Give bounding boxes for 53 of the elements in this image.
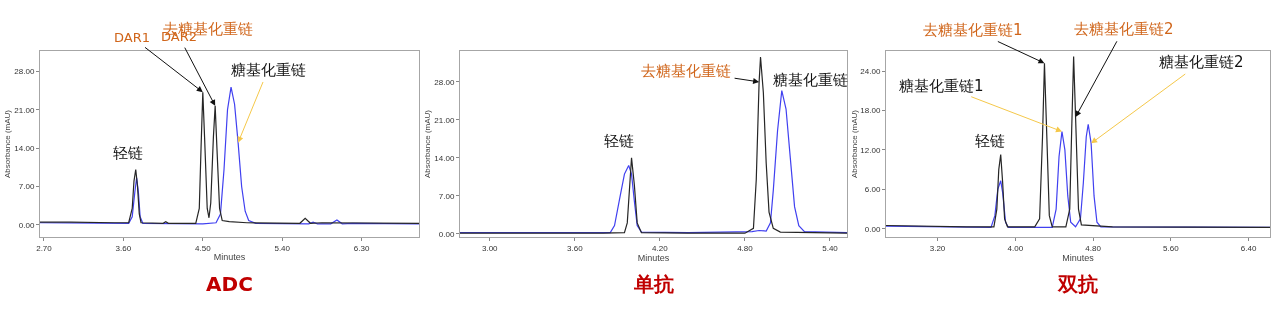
y-tick-label: 0.00 [438, 229, 455, 239]
x-tick-label: 4.80 [737, 243, 754, 253]
annotation: 糖基化重链 [231, 61, 306, 79]
x-axis-title: Minutes [213, 252, 246, 263]
text: 双抗 [1057, 271, 1098, 296]
x-tick-label: 4.80 [1085, 243, 1102, 253]
y-tick-label: 7.00 [18, 182, 35, 192]
y-tick-label: 21.00 [434, 115, 455, 125]
y-tick-label: 14.00 [14, 143, 35, 153]
y-tick-label: 0.00 [18, 220, 35, 230]
x-tick-label: 5.60 [1163, 243, 1180, 253]
annotation: 去糖基化重链1 [923, 21, 1023, 39]
x-axis-title: Minutes [637, 252, 670, 263]
x-tick-label: 4.20 [652, 243, 669, 253]
y-tick-label: 28.00 [434, 77, 455, 87]
x-tick-label: 3.20 [929, 243, 946, 253]
y-axis-title: Absorbance (mAU) [850, 109, 859, 179]
annotation: 轻链 [113, 144, 143, 162]
x-tick-label: 4.00 [1007, 243, 1024, 253]
y-tick-label: 7.00 [438, 191, 455, 201]
annotation: 糖基化重链 [773, 71, 848, 89]
x-tick-label: 3.60 [115, 243, 132, 253]
y-tick-label: 14.00 [434, 153, 455, 163]
annotation: 轻链 [975, 132, 1005, 150]
x-tick-label: 4.50 [195, 243, 212, 253]
line-series [460, 89, 847, 234]
x-tick-label: 5.40 [274, 243, 291, 253]
annotation: 糖基化重链2 [1159, 53, 1244, 71]
x-axis-title: Minutes [1062, 252, 1095, 263]
y-tick-label: 24.00 [860, 66, 881, 76]
line-series [460, 56, 847, 234]
annotation: 轻链 [604, 132, 634, 150]
y-tick-label: 6.00 [864, 185, 881, 195]
line-series [886, 55, 1270, 229]
x-tick-label: 3.00 [481, 243, 499, 253]
x-tick-label: 6.40 [1240, 243, 1257, 253]
y-tick-label: 12.00 [860, 145, 881, 155]
y-axis-title: Absorbance (mAU) [423, 109, 433, 179]
x-tick-label: 6.30 [353, 243, 370, 253]
text: ADC [206, 271, 253, 296]
y-tick-label: 28.00 [14, 67, 35, 77]
x-tick-label: 3.60 [567, 243, 584, 253]
y-tick-label: 18.00 [860, 106, 881, 116]
text: 单抗 [632, 271, 674, 296]
x-tick-label: 5.40 [822, 243, 839, 253]
annotation: 去糖基化重链2 [1074, 20, 1174, 38]
annotation: 糖基化重链1 [899, 77, 984, 95]
y-tick-label: 0.00 [864, 224, 881, 234]
annotation: DAR1 [114, 30, 150, 45]
annotation: 去糖基化重链 [641, 62, 731, 80]
y-axis-title: Absorbance (mAU) [3, 109, 13, 179]
y-tick-label: 21.00 [14, 105, 35, 115]
x-tick-label: 2.70 [36, 243, 53, 253]
